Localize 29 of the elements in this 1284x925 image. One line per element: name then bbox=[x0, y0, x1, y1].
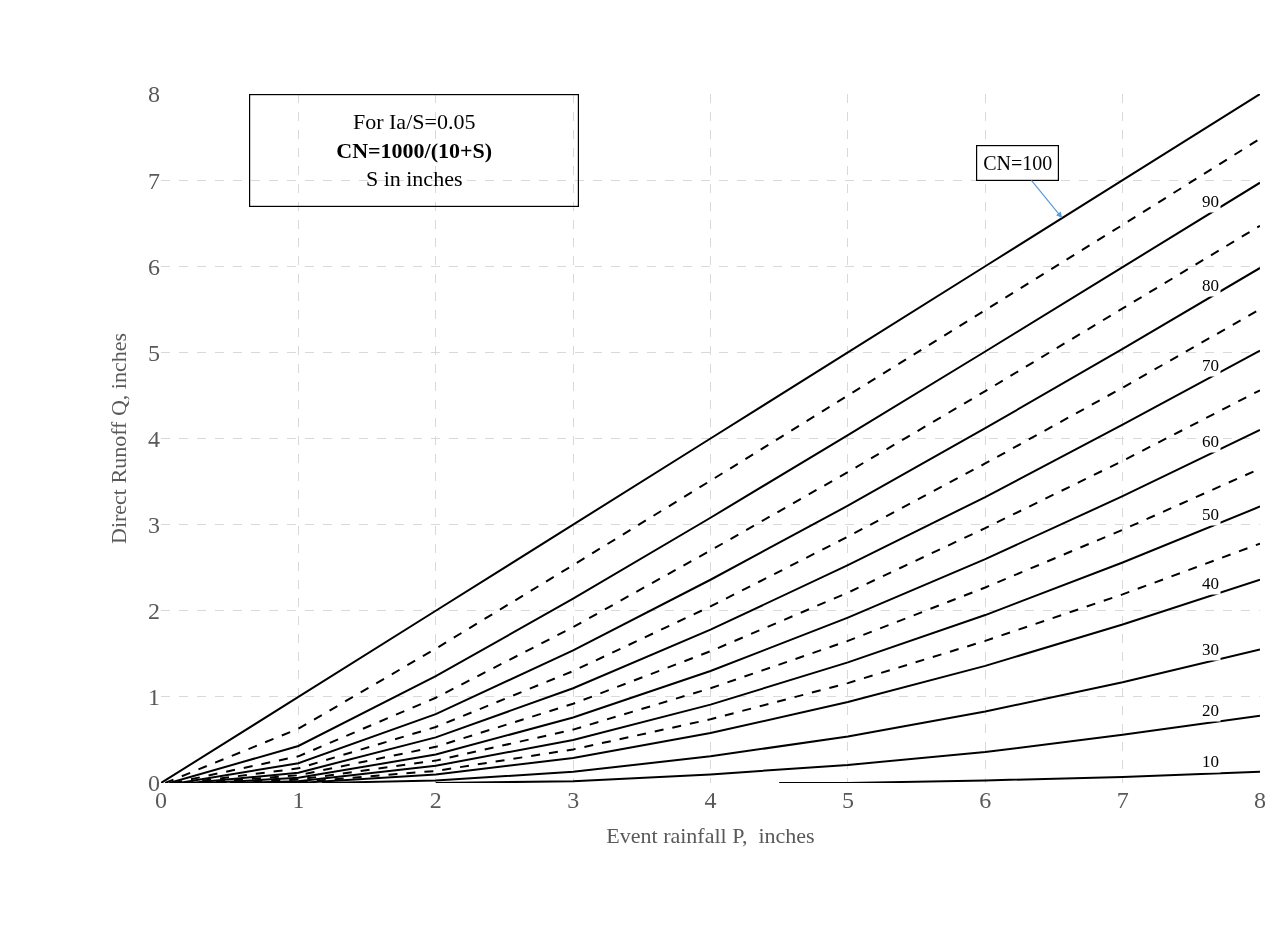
annotation: For Ia/S=0.05 CN=1000/(10+S) S in inches bbox=[336, 109, 493, 192]
y-tick-label: 4 bbox=[148, 425, 160, 452]
x-axis-title: Event rainfall P, inches bbox=[606, 822, 815, 848]
y-tick-label: 7 bbox=[148, 167, 160, 194]
x-tick-label: 8 bbox=[1254, 787, 1266, 813]
x-tick-label: 3 bbox=[567, 787, 580, 813]
y-tick-label: 8 bbox=[148, 81, 160, 108]
x-tick-label: 1 bbox=[292, 787, 305, 813]
series-label: 10 bbox=[1202, 752, 1219, 771]
y-tick-label: 2 bbox=[148, 598, 160, 625]
y-tick-label: 5 bbox=[148, 339, 160, 366]
series-label: 90 bbox=[1202, 192, 1219, 211]
x-tick-label: 5 bbox=[841, 787, 854, 813]
y-tick-label: 1 bbox=[148, 684, 160, 711]
series-label: 70 bbox=[1202, 356, 1219, 375]
x-tick-label: 2 bbox=[429, 787, 442, 813]
y-tick-label: 3 bbox=[148, 512, 160, 539]
series-label: 20 bbox=[1202, 701, 1219, 720]
series-label: 50 bbox=[1202, 505, 1219, 524]
x-tick-label: 6 bbox=[979, 787, 992, 813]
y-tick-label: 6 bbox=[148, 253, 160, 280]
series-label: 80 bbox=[1202, 276, 1219, 295]
y-axis-title: Direct Runoff Q, inches bbox=[105, 333, 131, 544]
series-label: 40 bbox=[1202, 574, 1219, 593]
x-tick-label: 4 bbox=[704, 787, 717, 813]
x-tick-label: 7 bbox=[1116, 787, 1129, 813]
series-label: 30 bbox=[1202, 640, 1219, 659]
text: CN=100 bbox=[983, 152, 1053, 175]
series-label: 60 bbox=[1202, 432, 1219, 451]
